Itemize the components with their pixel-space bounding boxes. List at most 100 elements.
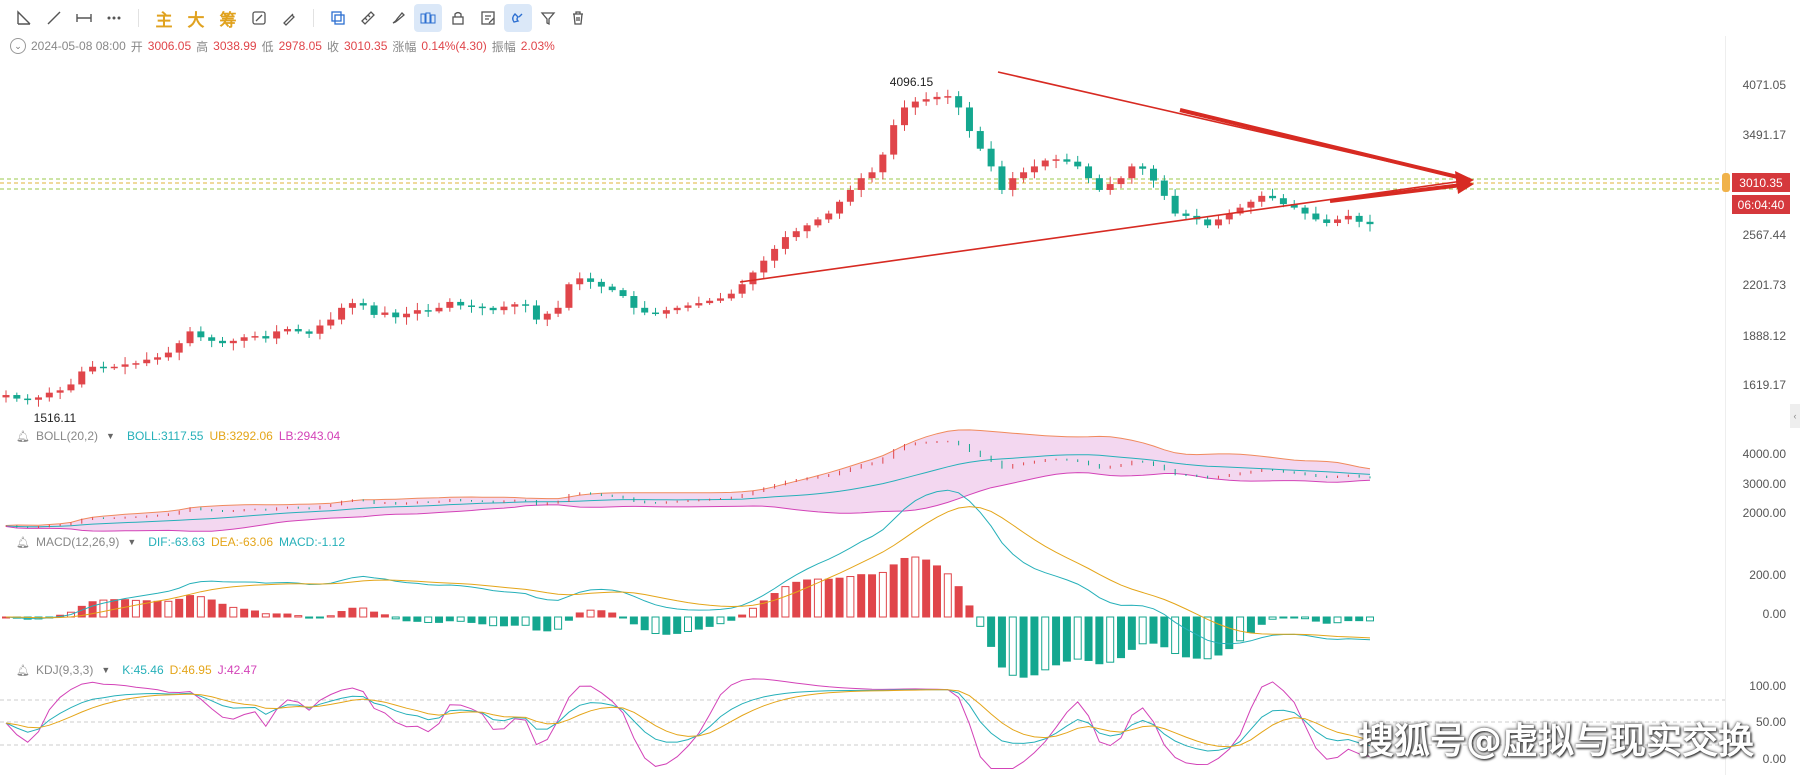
- caret-down-icon[interactable]: ▼: [106, 431, 115, 441]
- ray-line-icon[interactable]: [40, 4, 68, 32]
- big-order-button[interactable]: 大: [187, 10, 205, 30]
- candle-up: [435, 307, 443, 312]
- chevron-left-icon[interactable]: ‹: [1790, 404, 1800, 428]
- copy-icon[interactable]: [324, 4, 352, 32]
- candle-up: [283, 329, 291, 332]
- candle-up: [56, 390, 64, 393]
- macd-histogram-bar: [1041, 616, 1050, 671]
- macd-dif-line: [5, 489, 1371, 645]
- macd-histogram-bar: [402, 616, 411, 622]
- candle-down: [294, 329, 302, 332]
- macd-histogram-bar: [240, 608, 249, 618]
- main-force-button[interactable]: 主: [155, 10, 173, 30]
- filter-icon[interactable]: [534, 4, 562, 32]
- candle-up: [879, 154, 887, 173]
- macd-histogram-bar: [1062, 616, 1071, 662]
- macd-histogram-bar: [554, 616, 563, 630]
- candle-up: [1334, 219, 1342, 223]
- macd-histogram-bar: [380, 614, 389, 618]
- candle-up: [803, 225, 811, 232]
- macd-histogram-bar: [662, 616, 671, 635]
- candle-up: [706, 300, 714, 304]
- candle-up: [792, 231, 800, 238]
- bell-icon[interactable]: 🔔︎: [16, 664, 30, 677]
- lock-icon[interactable]: [444, 4, 472, 32]
- price-axis-label: 1888.12: [1742, 329, 1786, 343]
- macd-histogram-bar: [997, 616, 1006, 668]
- macd-histogram-bar: [1106, 616, 1115, 663]
- bar-datetime: 2024-05-08 08:00: [31, 39, 126, 53]
- macd-histogram-bar: [186, 595, 195, 618]
- high-price-annotation: 4096.15: [890, 75, 934, 89]
- candle-down: [1366, 221, 1374, 225]
- macd-histogram-bar: [88, 601, 97, 618]
- macd-histogram-bar: [521, 616, 530, 626]
- kdj-axis-label: 0.00: [1762, 752, 1786, 766]
- candle-up: [901, 107, 909, 126]
- macd-dea-line: [5, 506, 1371, 639]
- triangle-lower-arrow: [1329, 182, 1471, 203]
- candle-up: [89, 366, 97, 372]
- brush-icon[interactable]: [384, 4, 412, 32]
- candle-up: [316, 325, 324, 334]
- boll-axis-label: 3000.00: [1742, 477, 1786, 491]
- candle-down: [359, 303, 367, 306]
- boll-axis-label: 4000.00: [1742, 447, 1786, 461]
- macd-histogram-bar: [954, 586, 963, 618]
- trendline-angle-icon[interactable]: [10, 4, 38, 32]
- bell-icon[interactable]: 🔔︎: [16, 430, 30, 443]
- candle-up: [543, 313, 551, 320]
- candle-down: [998, 166, 1006, 190]
- macd-histogram-bar: [207, 599, 216, 618]
- macd-header: 🔔︎ MACD(12,26,9) ▼ DIF:-63.63 DEA:-63.06…: [16, 533, 345, 551]
- magnet-icon[interactable]: [504, 4, 532, 32]
- price-axis-label: 2567.44: [1742, 228, 1786, 242]
- candle-up: [1020, 172, 1028, 179]
- price-axis-label: 2201.73: [1742, 278, 1786, 292]
- edit-note-icon[interactable]: [245, 4, 273, 32]
- candle-up: [565, 284, 573, 308]
- macd-histogram-bar: [1052, 616, 1061, 666]
- candle-icon[interactable]: [414, 4, 442, 32]
- macd-histogram-bar: [543, 616, 552, 632]
- candle-up: [890, 125, 898, 155]
- candle-up: [381, 312, 389, 315]
- macd-histogram-bar: [640, 616, 649, 631]
- candle-down: [1301, 207, 1309, 214]
- ruler-icon[interactable]: [354, 4, 382, 32]
- macd-histogram-bar: [813, 578, 822, 618]
- kdj-name: KDJ(9,3,3): [35, 663, 94, 677]
- candle-down: [1182, 213, 1190, 216]
- candle-down: [955, 96, 963, 108]
- low-price-annotation: 1516.11: [34, 411, 77, 425]
- price-line-handle[interactable]: [1722, 173, 1730, 192]
- macd-histogram-bar: [1322, 616, 1331, 624]
- candle-down: [13, 395, 21, 399]
- trash-icon[interactable]: [564, 4, 592, 32]
- candle-up: [716, 298, 724, 301]
- chip-button[interactable]: 筹: [219, 10, 237, 30]
- candle-up: [164, 352, 172, 358]
- macd-histogram-bar: [976, 616, 985, 627]
- triangle-upper-arrow: [1179, 108, 1471, 182]
- macd-histogram-bar: [196, 596, 205, 618]
- macd-histogram-bar: [1117, 616, 1126, 659]
- candle-up: [781, 237, 789, 249]
- macd-histogram-bar: [911, 556, 920, 618]
- horizontal-line-icon[interactable]: [70, 4, 98, 32]
- high-label: 高: [196, 39, 209, 54]
- candle-down: [24, 398, 32, 401]
- caret-down-icon[interactable]: ▼: [127, 537, 137, 547]
- candle-up: [78, 371, 86, 385]
- more-tools-icon[interactable]: [100, 4, 128, 32]
- macd-histogram-bar: [1084, 616, 1093, 661]
- pencil-icon[interactable]: [275, 4, 303, 32]
- candle-up: [186, 331, 194, 344]
- candle-up: [413, 310, 421, 314]
- chevron-down-icon[interactable]: ⌄: [10, 38, 26, 54]
- note-icon[interactable]: [474, 4, 502, 32]
- bell-icon[interactable]: 🔔︎: [16, 536, 30, 549]
- caret-down-icon[interactable]: ▼: [101, 665, 111, 675]
- macd-histogram-bar: [1008, 616, 1017, 676]
